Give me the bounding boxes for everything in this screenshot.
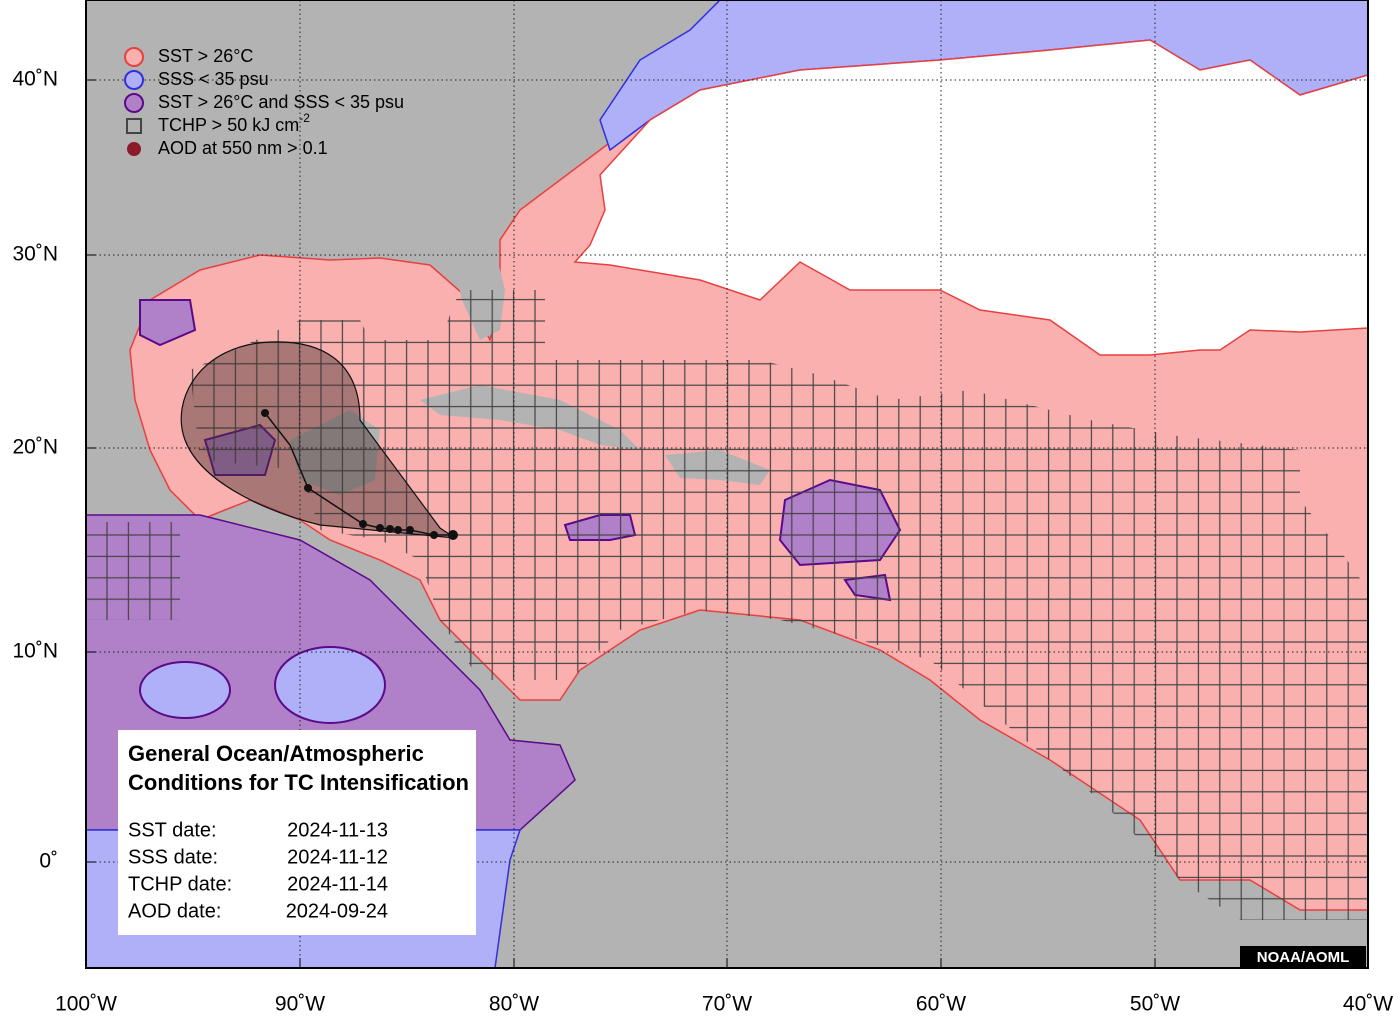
legend-symbol [124,70,144,90]
legend-label: AOD at 550 nm > 0.1 [158,138,328,158]
latitude-label: 40˚N [12,68,58,91]
sss-patch [139,661,231,719]
date-label: AOD date: [128,900,221,922]
longitude-label: 50˚W [1130,993,1180,1016]
legend-symbol [126,118,142,134]
latitude-label: 30˚N [12,243,58,266]
tchp-region [86,522,180,620]
legend-label: TCHP > 50 kJ cm-2 [158,111,310,135]
legend-text: SST > 26°C [158,46,253,66]
longitude-label: 60˚W [916,993,966,1016]
legend-text: SSS < 35 psu [158,69,269,89]
date-value: 2024-09-24 [286,900,388,922]
info-title: Conditions for TC Intensification [128,770,469,795]
credit-box [1240,946,1366,968]
date-label: TCHP date: [128,873,232,895]
latitude-label: 20˚N [12,436,58,459]
sst-cool-ocean [573,39,1368,356]
track-points [261,409,458,540]
legend-symbol [124,93,144,113]
date-value: 2024-11-13 [287,819,388,841]
longitude-label: 90˚W [275,993,325,1016]
sss-patch [274,646,386,724]
longitude-label: 40˚W [1343,993,1393,1016]
date-value: 2024-11-14 [287,873,388,895]
legend-label: SST > 26°C [158,46,253,66]
tchp-region [190,290,1368,920]
legend-label: SST > 26°C and SSS < 35 psu [158,92,404,112]
date-label: SST date: [128,819,217,841]
legend-symbol [127,142,141,156]
longitude-label: 80˚W [489,993,539,1016]
date-value: 2024-11-12 [287,846,388,868]
forecast-cone [180,341,456,539]
info-text: General Ocean/Atmospheric Conditions for … [128,741,469,922]
legend-superscript: -2 [299,111,310,125]
frame [85,0,1369,969]
credit: NOAA/AOML [1257,949,1350,966]
longitude-label: 100˚W [55,993,117,1016]
latitude-label: 0˚ [39,850,58,873]
legend-text: SST > 26°C and SSS < 35 psu [158,92,404,112]
legend-text: TCHP > 50 kJ cm [158,115,299,135]
legend-label: SSS < 35 psu [158,69,269,89]
legend-symbol [124,47,144,67]
date-label: SSS date: [128,846,218,868]
latitude-label: 10˚N [12,640,58,663]
info-title: General Ocean/Atmospheric [128,741,424,766]
longitude-label: 70˚W [702,993,752,1016]
legend-text: AOD at 550 nm > 0.1 [158,138,328,158]
info-box [118,730,476,935]
track [264,412,453,536]
legend: SST > 26°C SSS < 35 psu SST > 26°C and SSS… [124,46,404,158]
mixed-patch [139,299,197,347]
